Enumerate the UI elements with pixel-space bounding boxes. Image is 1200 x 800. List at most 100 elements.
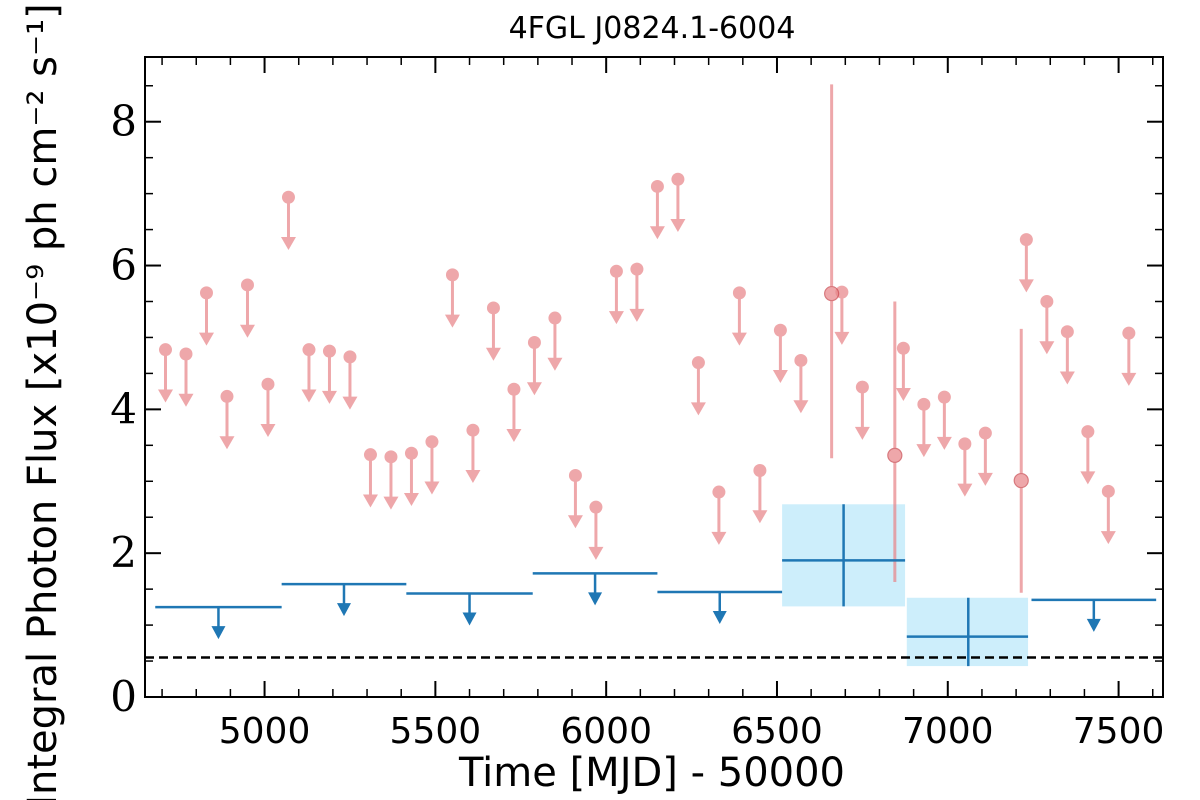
upper-limit-arrowhead: [936, 436, 952, 450]
upper-limit-marker: [322, 344, 336, 358]
upper-limit-arrowhead: [485, 347, 501, 361]
upper-limit-arrowhead: [895, 388, 911, 402]
short-bin-layer: [157, 84, 1137, 593]
upper-limit-arrowhead: [1039, 341, 1055, 355]
upper-limit-marker: [261, 377, 275, 391]
upper-limit-arrowhead: [342, 396, 358, 410]
upper-limit-marker: [179, 347, 193, 361]
upper-limit-arrowhead: [506, 429, 522, 442]
x-tick-label: 6000: [560, 711, 652, 752]
upper-limit-marker: [650, 179, 664, 193]
upper-limit-marker: [978, 426, 992, 440]
upper-limit-arrowhead: [731, 332, 747, 346]
upper-limit-arrowhead: [588, 546, 604, 560]
upper-limit-marker: [384, 450, 398, 464]
upper-limit-marker: [589, 500, 603, 514]
short-bin-upper-limit: [588, 500, 604, 560]
short-bin-upper-limit: [1039, 294, 1055, 355]
upper-limit-marker: [855, 380, 869, 394]
upper-limit-marker: [896, 341, 910, 355]
short-bin-upper-limit: [854, 380, 870, 440]
long-bin-upper-limit: [281, 582, 407, 617]
upper-limit-marker: [568, 469, 582, 483]
upper-limit-arrowhead: [854, 426, 870, 440]
upper-limit-marker: [404, 446, 418, 460]
y-tick-label: 4: [110, 384, 137, 433]
long-bin-limit-arrowhead: [336, 603, 351, 617]
x-tick-label: 6500: [731, 711, 823, 752]
x-tick-label: 7500: [1073, 711, 1165, 752]
upper-limit-arrowhead: [403, 493, 419, 506]
x-tick-label: 5000: [219, 711, 311, 752]
upper-limit-marker: [466, 423, 480, 437]
short-bin-upper-limit: [321, 344, 337, 404]
long-bin-upper-limit: [1031, 598, 1157, 632]
upper-limit-marker: [363, 448, 377, 462]
upper-limit-arrowhead: [1080, 471, 1096, 485]
upper-limit-marker: [445, 268, 459, 282]
upper-limit-marker: [958, 437, 972, 451]
upper-limit-marker: [507, 382, 521, 396]
short-bin-upper-limit: [752, 463, 768, 524]
upper-limit-arrowhead: [1100, 531, 1116, 545]
long-bin-upper-limit: [406, 592, 533, 626]
short-bin-upper-limit: [239, 278, 255, 338]
upper-limit-arrowhead: [711, 531, 727, 545]
upper-limit-marker: [425, 435, 439, 449]
short-bin-upper-limit: [219, 389, 235, 450]
upper-limit-marker: [1081, 425, 1095, 439]
upper-limit-marker: [343, 350, 357, 364]
short-bin-upper-limit: [1059, 325, 1075, 385]
upper-limit-arrowhead: [301, 389, 317, 403]
upper-limit-arrowhead: [178, 393, 194, 407]
upper-limit-arrowhead: [465, 469, 481, 483]
short-bin-upper-limit: [157, 343, 173, 403]
long-bin-limit-arrowhead: [462, 612, 477, 626]
short-bin-upper-limit: [260, 377, 276, 437]
upper-limit-arrowhead: [834, 331, 850, 345]
short-bin-upper-limit: [506, 382, 522, 442]
x-axis-label: Time [MJD] - 50000: [458, 750, 845, 796]
short-bin-upper-limit: [424, 435, 440, 495]
upper-limit-arrowhead: [567, 515, 583, 529]
short-bin-upper-limit: [301, 343, 317, 403]
upper-limit-arrowhead: [629, 308, 645, 322]
upper-limit-arrowhead: [793, 400, 809, 414]
short-bin-upper-limit: [198, 286, 214, 346]
short-bin-detection: [824, 84, 840, 459]
short-bin-upper-limit: [178, 347, 194, 407]
long-bin-limit-arrowhead: [211, 626, 226, 640]
short-bin-upper-limit: [793, 353, 809, 414]
upper-limit-marker: [220, 389, 234, 403]
short-bin-upper-limit: [1100, 484, 1116, 545]
detection-marker: [887, 447, 903, 463]
long-bin-limit-arrowhead: [588, 592, 603, 606]
upper-limit-arrowhead: [239, 324, 255, 338]
short-bin-upper-limit: [608, 264, 624, 325]
short-bin-upper-limit: [1080, 425, 1096, 485]
plot-frame: [144, 56, 1164, 698]
upper-limit-marker: [240, 278, 254, 292]
detection-marker: [1013, 472, 1029, 489]
upper-limit-arrowhead: [280, 237, 296, 250]
short-bin-upper-limit: [895, 341, 911, 402]
upper-limit-arrowhead: [752, 510, 768, 524]
upper-limit-arrowhead: [1121, 372, 1137, 386]
upper-limit-arrowhead: [649, 226, 665, 240]
upper-limit-marker: [917, 397, 931, 411]
short-bin-upper-limit: [936, 390, 952, 450]
upper-limit-marker: [1040, 294, 1054, 308]
short-bin-upper-limit: [731, 286, 747, 346]
short-bin-upper-limit: [629, 262, 645, 322]
short-bin-upper-limit: [670, 172, 686, 233]
short-bin-upper-limit: [526, 335, 542, 396]
plot-area: [145, 57, 1163, 697]
upper-limit-arrowhead: [444, 314, 460, 328]
upper-limit-marker: [1101, 484, 1115, 498]
short-bin-upper-limit: [690, 356, 706, 416]
short-bin-upper-limit: [977, 426, 993, 486]
upper-limit-arrowhead: [916, 444, 932, 458]
short-bin-upper-limit: [485, 301, 501, 361]
y-tick-label: 6: [110, 241, 137, 290]
